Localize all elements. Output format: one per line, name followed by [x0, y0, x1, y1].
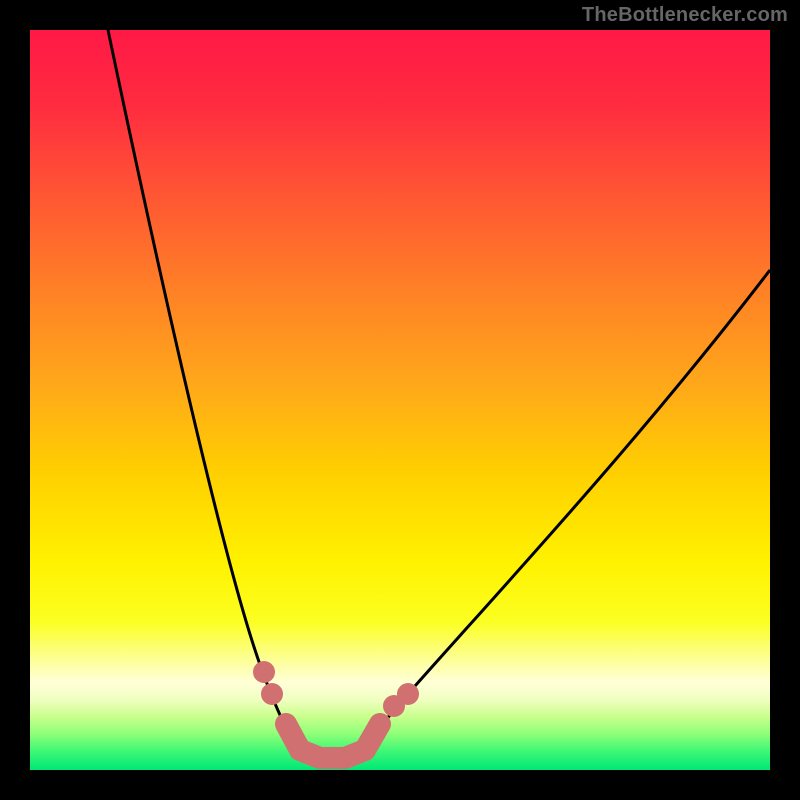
chart-svg — [0, 0, 800, 800]
watermark-text: TheBottlenecker.com — [582, 4, 788, 27]
plot-background — [30, 30, 770, 770]
basin-marker — [261, 683, 283, 705]
basin-marker — [253, 661, 275, 683]
basin-marker — [397, 683, 419, 705]
